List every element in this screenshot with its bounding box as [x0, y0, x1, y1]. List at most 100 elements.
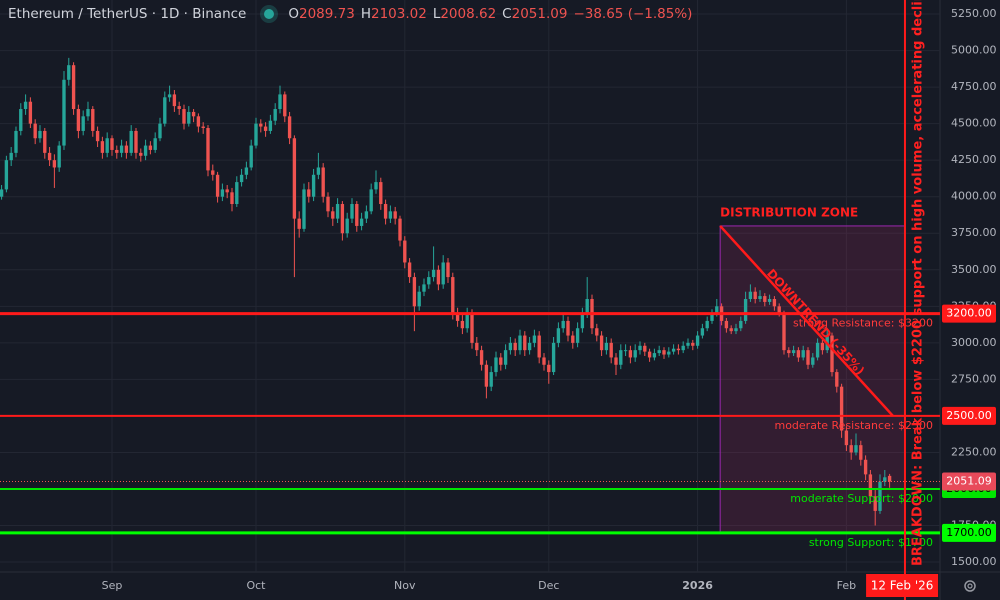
candle-body: [191, 111, 196, 117]
candle-body: [638, 345, 642, 351]
symbol[interactable]: Ethereum / TetherUS · 1D · Binance: [8, 6, 247, 22]
candle-body: [158, 123, 162, 139]
candle-body: [239, 174, 244, 183]
candle-body: [163, 97, 167, 124]
candle-body: [748, 291, 753, 300]
candle-body: [599, 335, 604, 351]
candle-body: [863, 459, 868, 475]
candle-body: [475, 342, 479, 351]
candle-body: [172, 94, 177, 107]
level-price-label: 3200.00: [946, 307, 992, 320]
y-tick-label: 1500.00: [951, 555, 997, 568]
candle-body: [575, 328, 580, 343]
candle-body: [777, 306, 781, 314]
y-tick-label: 2250.00: [951, 445, 997, 458]
candle-body: [331, 211, 335, 219]
candle-body: [494, 357, 498, 373]
last-price-label: 2051.09: [946, 475, 992, 488]
candle-body: [441, 262, 445, 285]
candle-body: [14, 130, 18, 153]
candle-body: [859, 445, 863, 460]
candle-body: [643, 345, 647, 352]
candle-body: [820, 342, 825, 351]
candle-body: [110, 138, 114, 150]
ohlc-key: L: [432, 6, 441, 22]
candle-body: [686, 342, 690, 346]
candle-body: [499, 357, 503, 365]
candle-body: [883, 477, 887, 482]
candle-body: [422, 284, 426, 292]
candle-body: [633, 350, 637, 358]
candle-body: [388, 211, 393, 219]
candle-body: [427, 277, 431, 285]
candle-body: [604, 342, 609, 351]
candle-body: [28, 101, 33, 124]
candle-body: [302, 189, 306, 229]
y-tick-label: 3500.00: [951, 263, 997, 276]
candle-body: [743, 299, 748, 321]
candle-body: [139, 152, 143, 156]
distribution-zone: [719, 225, 906, 534]
candle-body: [527, 342, 532, 351]
candle-body: [33, 123, 37, 139]
candle-body: [710, 313, 714, 321]
crosshair-date-box: [866, 574, 939, 597]
candle-body: [52, 160, 57, 168]
candle-body: [43, 130, 47, 153]
candle-body: [436, 269, 441, 285]
candle-body: [782, 313, 786, 351]
y-tick-label: 4500.00: [951, 117, 997, 130]
candle-body: [23, 101, 28, 110]
candle-body: [220, 189, 225, 197]
candle-body: [134, 130, 138, 153]
candle-body: [772, 299, 777, 307]
candle-body: [105, 138, 109, 153]
candle-body: [115, 149, 119, 153]
ohlc-key: O: [288, 6, 299, 22]
candle-body: [734, 328, 738, 332]
candle-body: [479, 350, 484, 365]
candle-body: [244, 167, 249, 175]
candle-body: [854, 445, 858, 453]
trendline: [719, 225, 894, 417]
candle-body: [153, 138, 157, 150]
candle-body: [100, 141, 105, 153]
candle-body: [283, 94, 287, 117]
level-price-label-box: [942, 523, 996, 542]
y-tick-label: 4750.00: [951, 80, 997, 93]
candle-body: [403, 240, 407, 263]
candle-body: [849, 445, 853, 453]
candle-body: [451, 277, 455, 314]
candle-body: [547, 364, 551, 373]
candle-body: [321, 167, 325, 197]
settings-icon[interactable]: [964, 580, 976, 592]
candle-body: [623, 350, 628, 352]
candle-body: [523, 335, 527, 351]
market-status: [264, 9, 275, 19]
level-label: strong Support: $1700: [809, 536, 933, 549]
level-price-label: 1700.00: [946, 526, 992, 539]
candle-body: [47, 152, 52, 161]
candle-body: [815, 342, 820, 358]
y-tick-label: 4250.00: [951, 153, 997, 166]
candle-body: [830, 335, 834, 373]
candle-body: [287, 116, 292, 139]
candle-body: [340, 204, 345, 234]
ohlc-key: C: [502, 6, 512, 22]
last-price-label-box: [942, 472, 996, 491]
candle-body: [614, 357, 618, 365]
candle-body: [571, 335, 575, 343]
candle-body: [758, 296, 762, 300]
candle-body: [431, 269, 436, 278]
candle-body: [19, 109, 23, 131]
candle-body: [561, 320, 565, 329]
candle-body: [230, 192, 234, 205]
candle-body: [76, 109, 81, 131]
candle-body: [268, 120, 273, 131]
candle-body: [801, 350, 805, 358]
candle-body: [652, 353, 657, 358]
candle-body: [383, 204, 388, 219]
candle-body: [57, 145, 61, 168]
